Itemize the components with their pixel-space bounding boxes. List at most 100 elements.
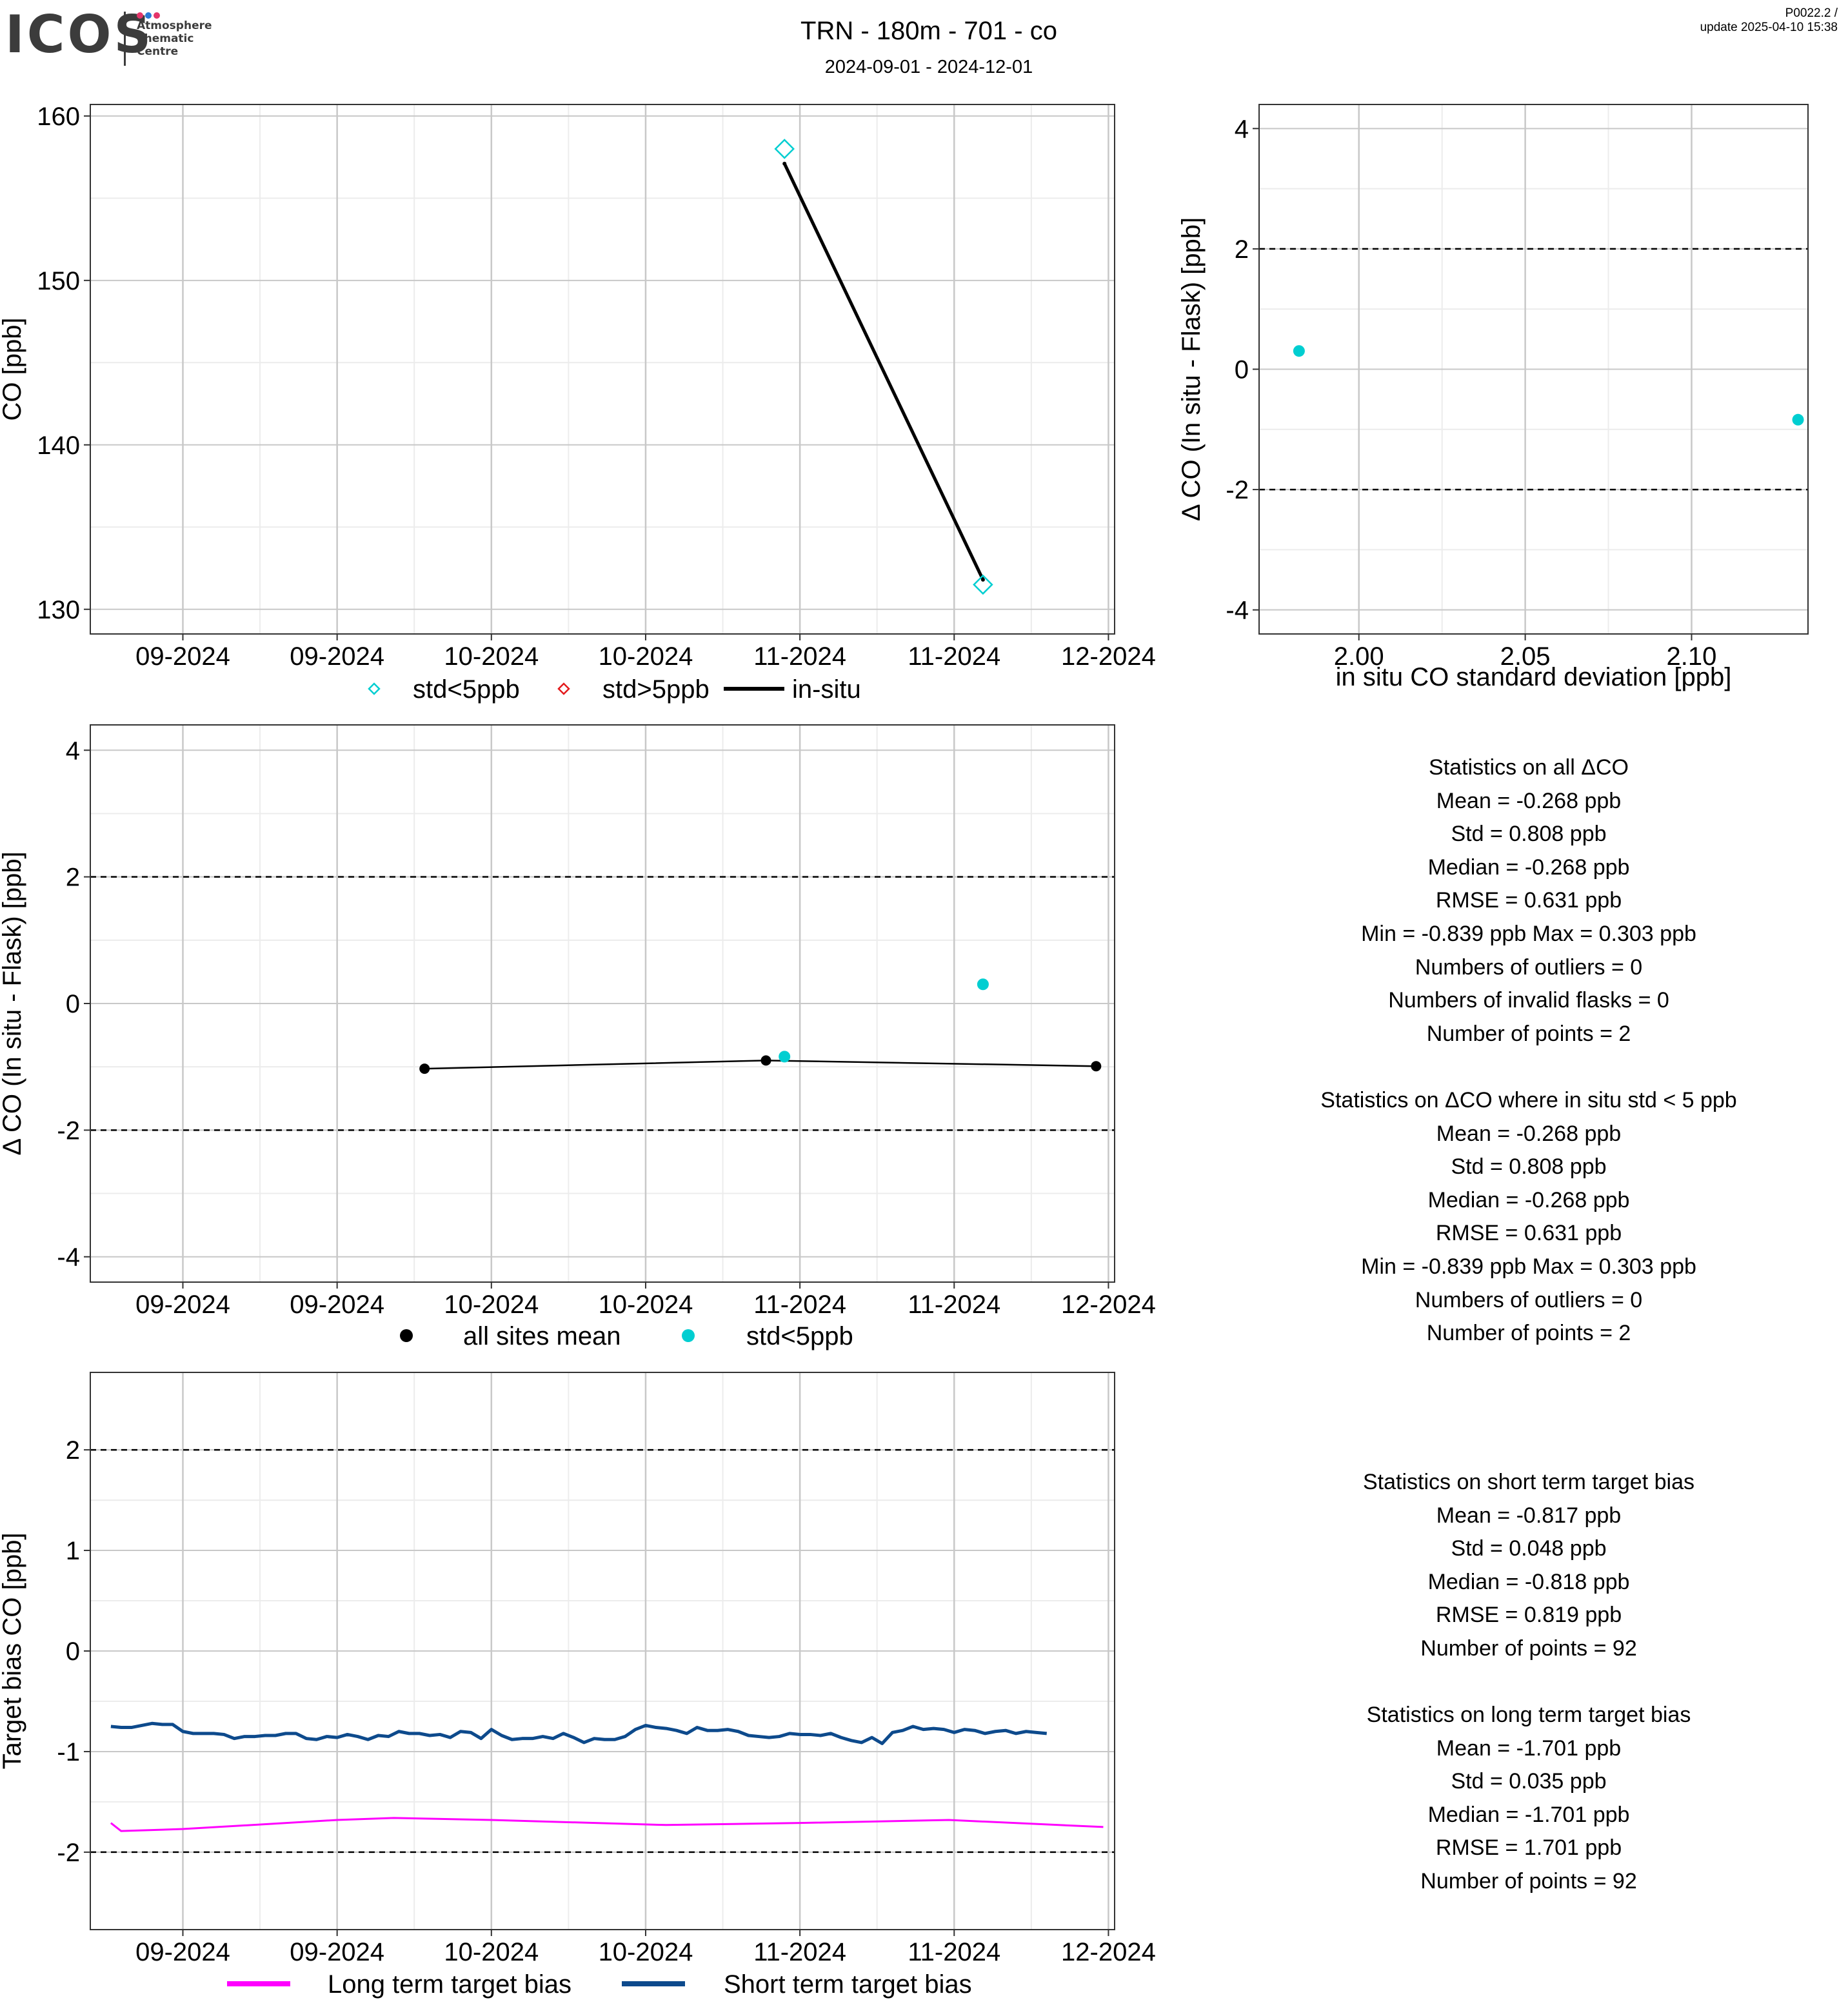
stats-line: Std = 0.048 ppb [1451,1536,1607,1561]
stats-line: Std = 0.035 ppb [1451,1769,1607,1794]
stats-line: Min = -0.839 ppb Max = 0.303 ppb [1361,921,1696,946]
stats-line: RMSE = 0.819 ppb [1435,1603,1622,1628]
short-term-bias-line [110,1721,1048,1745]
x-tick-label: 11-2024 [753,642,846,671]
y-tick-label: 1 [66,1537,80,1565]
logo-subtitle-line: Centre [137,45,179,58]
x-tick-label: 11-2024 [753,1938,846,1966]
stats-line: Median = -0.818 ppb [1427,1569,1630,1594]
x-tick-label: 2.00 [1334,642,1384,671]
scatter-point [1293,345,1305,357]
y-tick-label: 0 [66,1637,80,1666]
y-tick-label: -2 [57,1116,80,1145]
stats-short-term-block: Statistics on short term target bias Mea… [1271,1466,1787,1666]
y-tick-label: -2 [57,1839,80,1867]
x-tick-label: 09-2024 [290,642,384,671]
std-lt-5-diamond [774,139,795,159]
y-tick-label: -1 [57,1738,80,1766]
version-label: P0022.2 / [1785,6,1838,20]
chart-panel-delta-timeseries: -4 -2 0 2 4 09-2024 09-2024 10-2024 10-2024 11-20… [0,724,1156,1350]
x-tick-label: 09-2024 [135,642,230,671]
stats-line: Median = -0.268 ppb [1427,855,1630,880]
stats-long-term-title: Statistics on long term target bias [1366,1703,1691,1727]
stats-line: RMSE = 1.701 ppb [1435,1835,1622,1861]
in-situ-line [782,163,985,580]
legend-label: std<5ppb [413,675,520,704]
x-tick-label: 11-2024 [908,642,1000,671]
stats-line: Numbers of outliers = 0 [1415,954,1643,980]
x-tick-label: 12-2024 [1061,642,1156,671]
x-tick-label: 11-2024 [753,1290,846,1319]
legend-diamond-cyan-icon [368,682,381,695]
page-title: TRN - 180m - 701 - co [800,17,1057,45]
stats-line: Std = 0.808 ppb [1451,822,1607,847]
legend-dot-cyan-icon [682,1329,695,1342]
std-lt-5-point [779,1051,791,1063]
logo-subtitle-line: Atmosphere [137,19,212,32]
stats-line: Median = -0.268 ppb [1427,1187,1630,1212]
y-tick-label: 2 [66,1436,80,1465]
y-tick-label: 0 [66,990,80,1018]
logo-subtitle: Atmosphere Thematic Centre [137,19,212,58]
logo-divider [124,12,126,66]
legend-label: in-situ [792,675,861,704]
x-tick-label: 10-2024 [444,1938,539,1966]
page-header: ICOS Atmosphere Thematic Centre TRN - 18… [0,0,1848,90]
legend-diamond-red-icon [557,682,570,695]
y-tick-label: 160 [37,103,80,131]
all-sites-mean-point [760,1055,771,1066]
y-tick-label: 150 [37,267,80,295]
std-lt-5-diamond [973,574,993,595]
x-tick-label: 10-2024 [599,642,693,671]
stats-short-term-title: Statistics on short term target bias [1363,1470,1694,1494]
stats-filtered-block: Statistics on ΔCO where in situ std < 5 … [1271,1084,1787,1350]
stats-line: RMSE = 0.631 ppb [1435,1221,1622,1246]
stats-line: Numbers of outliers = 0 [1415,1287,1643,1312]
x-tick-label: 2.10 [1667,642,1717,671]
all-sites-mean-line [424,1060,1097,1070]
x-tick-label: 12-2024 [1061,1938,1156,1966]
icos-logo: ICOS [5,5,154,64]
stats-line: Median = -1.701 ppb [1427,1802,1630,1827]
legend-label: std<5ppb [746,1322,853,1350]
x-tick-label: 10-2024 [444,1290,539,1319]
std-lt-5-point [977,978,989,991]
legend-label: Short term target bias [724,1970,972,1999]
x-tick-label: 10-2024 [599,1290,693,1319]
x-tick-label: 09-2024 [290,1290,384,1319]
in-situ-point [980,577,985,582]
version-info: P0022.2 / update 2025-04-10 15:38 [1700,6,1838,35]
stats-all-block: Statistics on all ΔCO Mean = -0.268 ppb … [1271,751,1787,1051]
y-tick-label: 0 [1235,356,1249,384]
stats-line: Number of points = 2 [1426,1021,1631,1046]
stats-line: Mean = -0.817 ppb [1436,1503,1622,1528]
stats-line: Std = 0.808 ppb [1451,1154,1607,1180]
all-sites-mean-point [419,1063,430,1074]
x-tick-label: 09-2024 [135,1938,230,1966]
chart-panel-delta-vs-std: -4 -2 0 2 4 2.00 2.05 2.10 Δ CO (In situ - Flask… [1177,104,1809,691]
y-axis-label: Δ CO (In situ - Flask) [ppb] [0,851,26,1155]
legend-label: all sites mean [463,1322,621,1350]
x-tick-label: 12-2024 [1061,1290,1156,1319]
stats-line: Numbers of invalid flasks = 0 [1388,988,1669,1013]
stats-line: Number of points = 92 [1420,1636,1637,1661]
y-tick-label: 4 [66,737,80,765]
update-label: update 2025-04-10 15:38 [1700,21,1838,34]
y-tick-label: -4 [1226,597,1249,625]
x-tick-label: 09-2024 [135,1290,230,1319]
stats-line: Mean = -0.268 ppb [1436,1121,1622,1146]
long-term-bias-line [110,1817,1104,1832]
legend-dot-black-icon [400,1329,413,1342]
y-axis-label: Target bias CO [ppb] [0,1533,26,1770]
x-tick-label: 10-2024 [444,642,539,671]
y-tick-label: -2 [1226,476,1249,504]
in-situ-point [782,161,787,166]
all-sites-mean-point [1091,1061,1102,1072]
chart-panel-target-bias: -2 -1 0 1 2 09-2024 09-2024 10-2024 10-2024 11-20… [0,1372,1156,1999]
page-subtitle: 2024-09-01 - 2024-12-01 [824,57,1033,77]
y-tick-label: 130 [37,596,80,624]
stats-line: RMSE = 0.631 ppb [1435,888,1622,913]
x-tick-label: 11-2024 [908,1938,1000,1966]
stats-long-term-block: Statistics on long term target bias Mean… [1271,1699,1787,1899]
